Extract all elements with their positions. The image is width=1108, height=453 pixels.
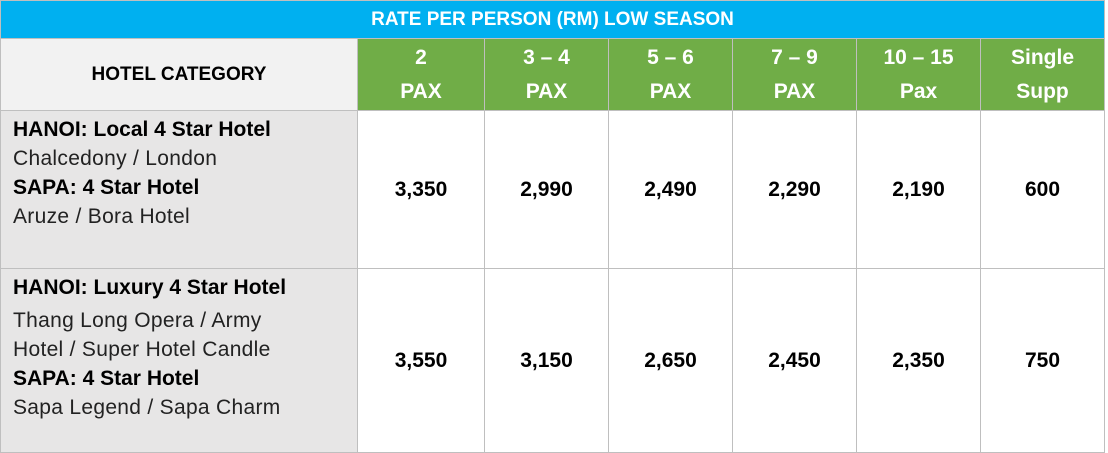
hotel-category-cell: HANOI: Luxury 4 Star Hotel Thang Long Op… — [0, 268, 358, 453]
hanoi-hotels-line1: Thang Long Opera / Army — [13, 309, 262, 332]
column-header-3-4-pax: 3 – 4 PAX — [484, 38, 609, 111]
price-cell: 2,290 — [732, 110, 857, 269]
price-cell: 2,990 — [484, 110, 609, 269]
price-cell: 3,350 — [357, 110, 485, 269]
column-header-line1: 7 – 9 — [771, 45, 818, 69]
table-row: HANOI: Luxury 4 Star Hotel Thang Long Op… — [0, 268, 1105, 453]
column-header-10-15-pax: 10 – 15 Pax — [856, 38, 981, 111]
column-header-line2: PAX — [649, 79, 692, 103]
column-header-line2: PAX — [400, 79, 442, 103]
hanoi-label: HANOI: Luxury 4 Star Hotel — [13, 276, 287, 299]
column-header-line2: PAX — [773, 79, 816, 103]
title-row: RATE PER PERSON (RM) LOW SEASON — [0, 0, 1105, 39]
sapa-label: SAPA: 4 Star Hotel — [13, 367, 200, 390]
price-cell: 2,190 — [856, 110, 981, 269]
column-header-line1: 5 – 6 — [647, 45, 694, 69]
column-header-line1: 10 – 15 — [883, 45, 954, 69]
price-cell: 2,490 — [608, 110, 733, 269]
price-cell: 750 — [980, 268, 1105, 453]
column-header-line2: PAX — [525, 79, 568, 103]
hotel-category-header: HOTEL CATEGORY — [0, 38, 358, 111]
column-header-line2: Supp — [1016, 79, 1069, 103]
price-cell: 2,350 — [856, 268, 981, 453]
table-row: HANOI: Local 4 Star Hotel Chalcedony / L… — [0, 110, 1105, 269]
price-cell: 600 — [980, 110, 1105, 269]
column-header-line1: Single — [1010, 45, 1074, 69]
header-row: HOTEL CATEGORY 2 PAX 3 – 4 PAX 5 – 6 PAX… — [0, 38, 1105, 111]
column-header-line2: Pax — [899, 79, 938, 103]
column-header-7-9-pax: 7 – 9 PAX — [732, 38, 857, 111]
hanoi-hotels-line2: Hotel / Super Hotel Candle — [13, 338, 271, 361]
price-cell: 2,650 — [608, 268, 733, 453]
hotel-category-cell: HANOI: Local 4 Star Hotel Chalcedony / L… — [0, 110, 358, 269]
price-cell: 3,150 — [484, 268, 609, 453]
column-header-line1: 2 — [415, 45, 427, 69]
column-header-single-supp: Single Supp — [980, 38, 1105, 111]
column-header-line1: 3 – 4 — [523, 45, 570, 69]
hanoi-label: HANOI: Local 4 Star Hotel — [13, 118, 271, 141]
column-header-2-pax: 2 PAX — [357, 38, 485, 111]
price-cell: 2,450 — [732, 268, 857, 453]
sapa-hotels: Sapa Legend / Sapa Charm — [13, 396, 281, 419]
sapa-label: SAPA: 4 Star Hotel — [13, 176, 200, 199]
hanoi-hotels: Chalcedony / London — [13, 147, 218, 170]
sapa-hotels: Aruze / Bora Hotel — [13, 205, 190, 228]
table-title: RATE PER PERSON (RM) LOW SEASON — [0, 0, 1105, 39]
column-header-5-6-pax: 5 – 6 PAX — [608, 38, 733, 111]
price-cell: 3,550 — [357, 268, 485, 453]
